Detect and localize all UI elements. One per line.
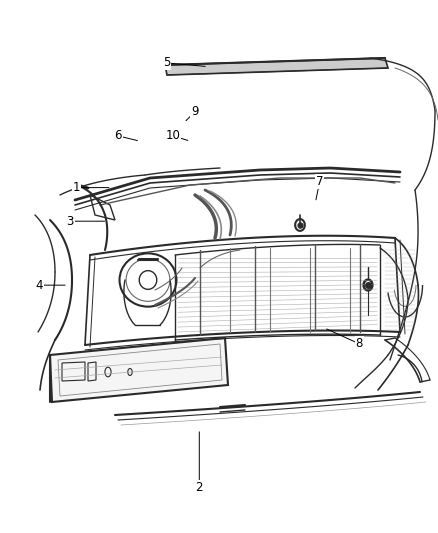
Polygon shape bbox=[50, 338, 228, 402]
Text: 1: 1 bbox=[73, 181, 81, 194]
Text: 4: 4 bbox=[35, 279, 43, 292]
Text: 3: 3 bbox=[67, 215, 74, 228]
Text: 10: 10 bbox=[166, 130, 180, 142]
Polygon shape bbox=[165, 58, 388, 75]
Text: 6: 6 bbox=[114, 130, 122, 142]
Text: 8: 8 bbox=[356, 337, 363, 350]
Text: 2: 2 bbox=[195, 481, 203, 494]
Text: 5: 5 bbox=[163, 56, 170, 69]
Text: 9: 9 bbox=[191, 106, 199, 118]
Text: 7: 7 bbox=[316, 175, 324, 188]
